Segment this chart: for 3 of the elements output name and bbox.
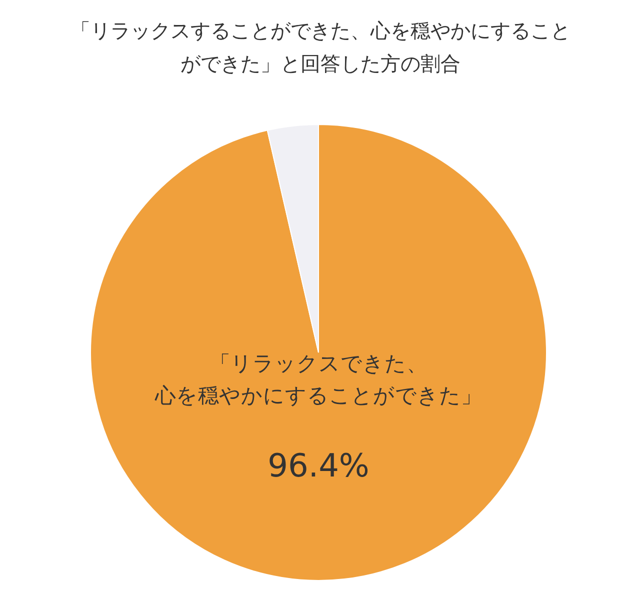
- chart-title: 「リラックスすることができた、心を穏やかにすることができた」と回答した方の割合: [70, 18, 570, 76]
- slice-label: 「リラックスできた、心を穏やかにすることができた」: [154, 352, 482, 408]
- data-label: 96.4%: [268, 446, 370, 484]
